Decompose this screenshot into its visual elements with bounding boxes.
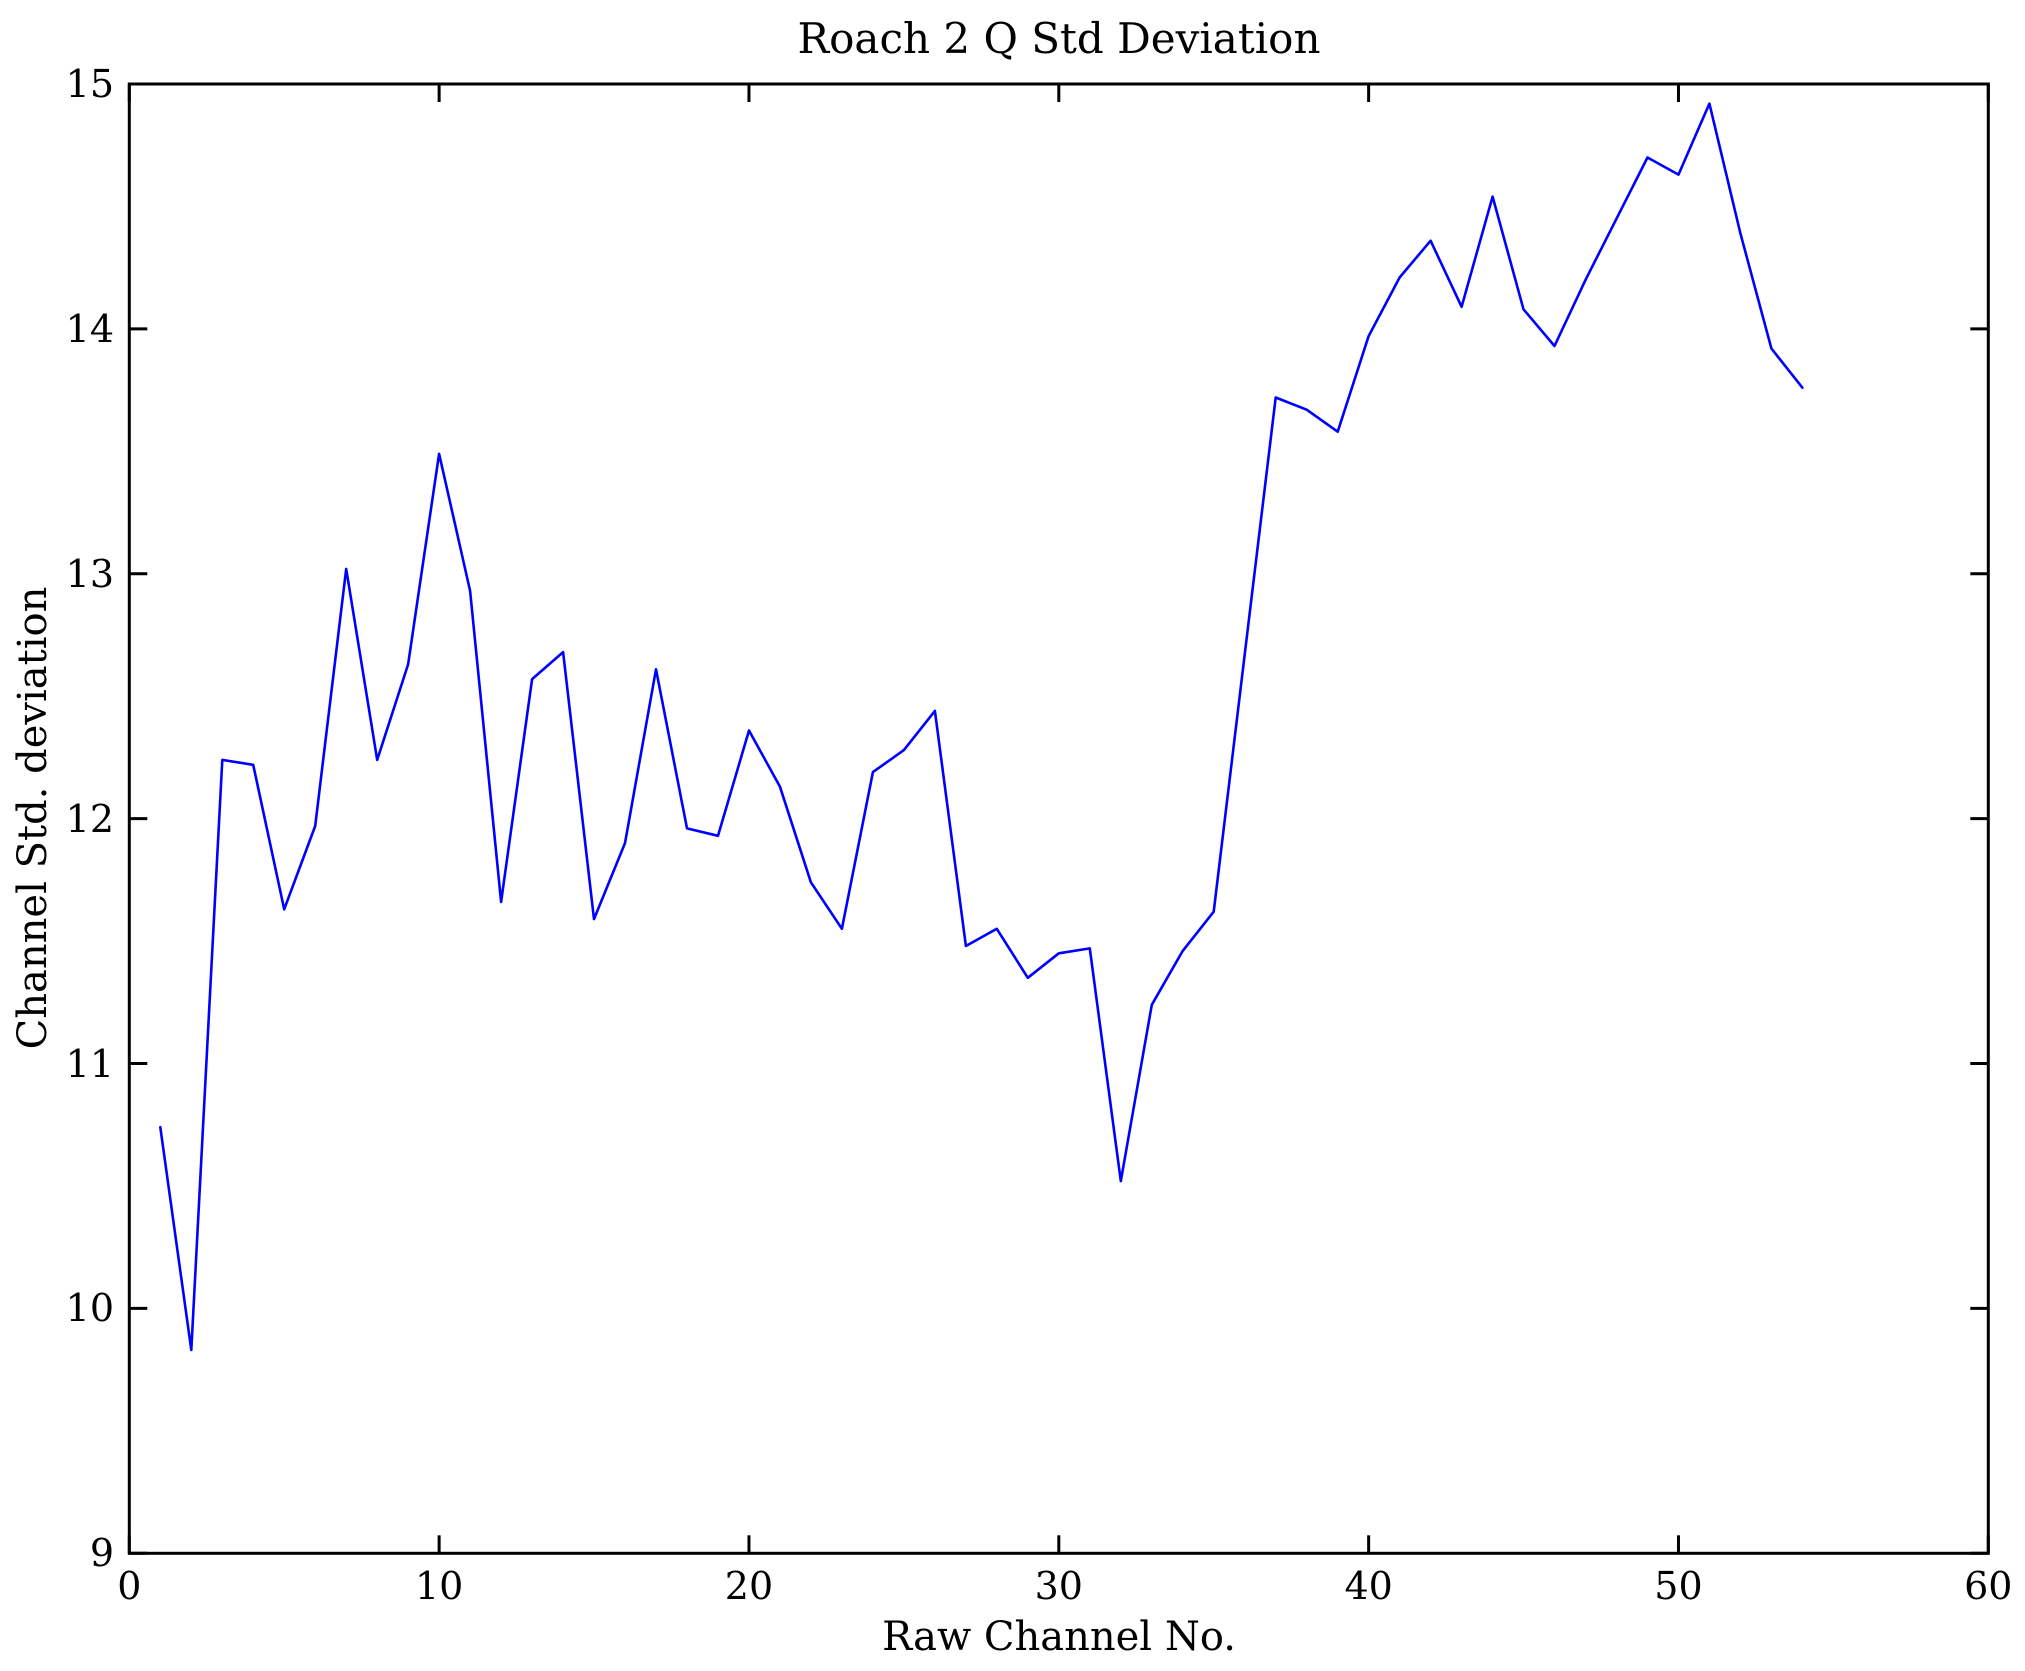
x-tick-label: 40 — [1344, 1564, 1393, 1608]
x-tick-label: 50 — [1654, 1564, 1703, 1608]
y-tick-label: 15 — [65, 62, 114, 106]
y-tick-label: 9 — [89, 1531, 114, 1576]
x-tick-label: 30 — [1034, 1564, 1083, 1608]
y-tick-label: 14 — [65, 306, 114, 351]
y-tick-label: 13 — [65, 551, 114, 596]
chart-title: Roach 2 Q Std Deviation — [797, 14, 1321, 63]
x-axis-label: Raw Channel No. — [882, 1614, 1236, 1660]
x-tick-label: 60 — [1964, 1564, 2013, 1608]
x-tick-label: 20 — [724, 1564, 774, 1608]
x-tick-label: 0 — [117, 1564, 142, 1608]
x-tick-label: 10 — [414, 1564, 464, 1608]
data-line — [159, 102, 1804, 1352]
y-tick-label: 12 — [65, 796, 114, 841]
y-tick-label: 10 — [65, 1286, 114, 1331]
y-tick-label: 11 — [65, 1041, 114, 1086]
axes-frame — [127, 82, 1990, 1555]
